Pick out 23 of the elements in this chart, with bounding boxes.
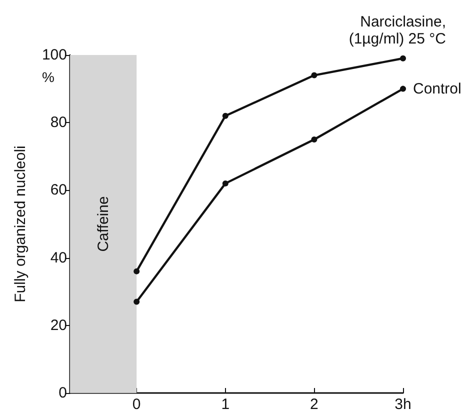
x-tick-label: 0 [132,396,141,412]
y-tick-label: 0 [58,384,67,402]
point [400,55,406,62]
point [134,298,140,305]
point [400,86,406,92]
point [222,180,228,186]
y-tick-label: 80 [50,114,67,132]
series-label: Control [413,80,462,98]
point [311,136,318,142]
point [311,72,318,78]
point [222,112,228,119]
y-tick-label: 100 [42,46,67,64]
x-tick-label: 3h [394,396,412,412]
point [134,268,140,274]
series-label: Narciclasine, (1µg/ml) 25 °C [348,13,446,48]
band-label: Caffeine [94,196,112,252]
y-tick-label: 60 [50,182,67,199]
y-tick-label: 20 [50,316,67,334]
x-tick-label: 2 [310,396,318,412]
y-tick-label: 40 [50,249,67,266]
text: % [42,69,54,85]
y-axis-title: Fully organized nucleoli [12,146,29,302]
x-tick-label: 1 [221,396,230,412]
